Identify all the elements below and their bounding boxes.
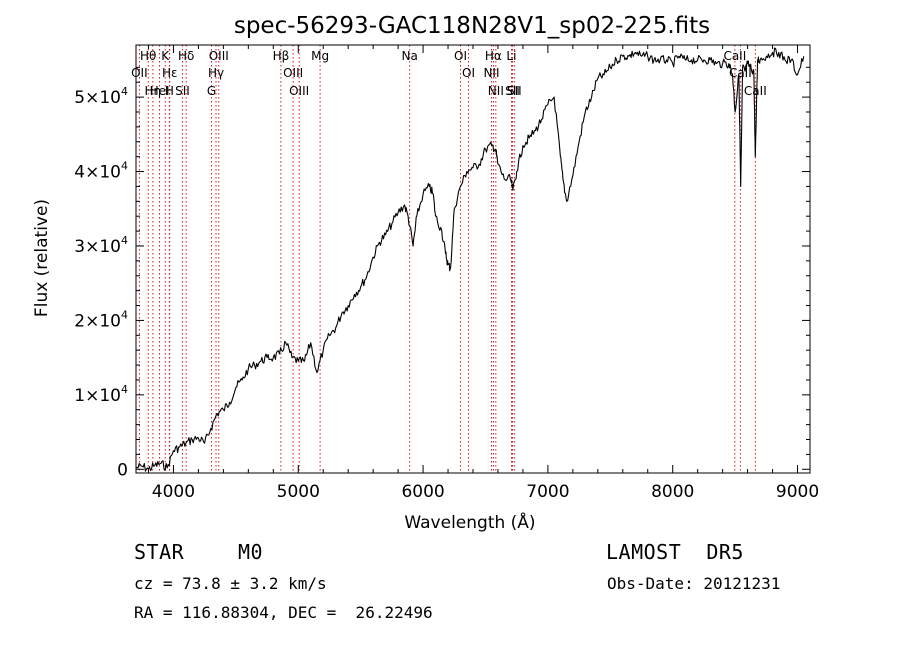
line-label-2: K <box>161 49 170 63</box>
object-subclass: M0 <box>238 540 264 564</box>
line-label-3: Hε <box>162 66 178 80</box>
y-tick-label: 4×104 <box>74 160 128 183</box>
line-label-4: Hη <box>145 84 162 98</box>
line-label-20: NII <box>483 66 499 80</box>
line-label-6: Hδ <box>178 49 194 63</box>
line-label-18: OI <box>462 66 475 80</box>
line-label-0: Hθ <box>140 49 156 63</box>
chart-title: spec-56293-GAC118N28V1_sp02-225.fits <box>234 13 710 39</box>
x-axis-ticks: 4000 5000 6000 7000 8000 9000 <box>147 45 819 502</box>
line-label-27: CaII <box>744 84 767 98</box>
line-label-23: Li <box>506 49 516 63</box>
line-label-26: CaII <box>729 66 752 80</box>
coordinates-text: RA = 116.88304, DEC = 26.22496 <box>134 603 433 622</box>
x-tick-label: 8000 <box>651 482 694 502</box>
line-label-17: OI <box>454 49 467 63</box>
line-label-7: SII <box>175 84 190 98</box>
x-tick-label: 9000 <box>776 482 819 502</box>
line-label-15: Mg <box>311 49 329 63</box>
line-label-5: HeI <box>150 84 170 98</box>
line-label-8: H <box>165 84 174 98</box>
line-label-19: Hα <box>485 49 502 63</box>
spectral-line-markers <box>138 45 756 473</box>
plot-frame <box>135 44 811 474</box>
y-axis-ticks: 0 1×104 2×104 3×104 4×104 5×104 <box>74 66 810 480</box>
line-label-13: OIII <box>283 66 303 80</box>
line-label-12: Hβ <box>273 49 290 63</box>
y-tick-label: 0 <box>117 460 128 480</box>
redshift-text: cz = 73.8 ± 3.2 km/s <box>134 574 327 593</box>
survey-name: LAMOST DR5 <box>606 540 744 564</box>
line-label-10: Hγ <box>208 66 224 80</box>
line-label-24: SII <box>507 84 522 98</box>
y-tick-label: 3×104 <box>74 234 128 257</box>
line-label-11: G <box>207 84 216 98</box>
line-label-14: OIII <box>289 84 309 98</box>
y-tick-label: 1×104 <box>74 383 128 406</box>
x-tick-label: 4000 <box>152 482 195 502</box>
spectrum-line <box>135 47 805 472</box>
line-label-22: SII <box>505 84 520 98</box>
line-label-9: OIII <box>209 49 229 63</box>
object-class: STAR <box>134 540 185 564</box>
y-axis-label: Flux (relative) <box>32 199 52 317</box>
line-label-16: Na <box>402 49 418 63</box>
x-axis-label: Wavelength (Å) <box>404 511 535 533</box>
x-tick-label: 6000 <box>401 482 444 502</box>
x-tick-label: 5000 <box>277 482 320 502</box>
line-label-25: CaII <box>723 49 746 63</box>
y-tick-label: 5×104 <box>74 85 128 108</box>
x-tick-label: 7000 <box>526 482 569 502</box>
obs-date: Obs-Date: 20121231 <box>607 574 781 593</box>
y-tick-label: 2×104 <box>74 308 128 331</box>
line-label-1: OII <box>131 66 148 80</box>
line-label-21: NII <box>488 84 504 98</box>
